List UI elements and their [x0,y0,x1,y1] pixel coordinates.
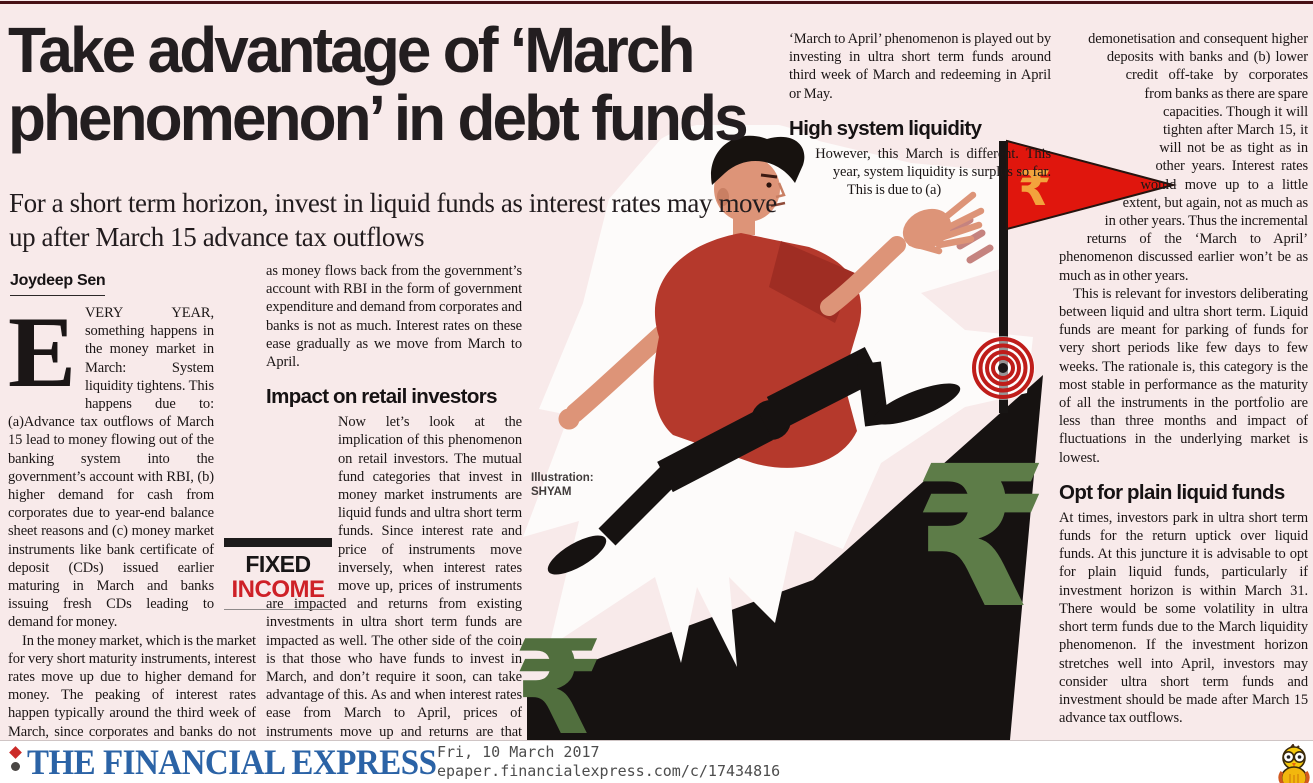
section-heading-liquid-funds: Opt for plain liquid funds [1059,480,1285,504]
paragraph: ‘March to April’ phenomenon is played ou… [789,31,1051,102]
article-column-2: as money flows back from the government’… [266,262,522,740]
target-icon [971,336,1035,400]
drop-cap: E [8,304,76,409]
epaper-url-link[interactable]: epaper.financialexpress.com/c/17434816 [437,762,781,780]
illustration-credit: Illustration: SHYAM [531,472,594,498]
paragraph: demonetisation and consequent higher dep… [1059,31,1308,284]
paragraph: as money flows back from the government’… [266,263,522,371]
paragraph: This is relevant for investors deliberat… [1059,285,1308,466]
badge-label-fixed: FIXED [245,551,311,577]
diamond-icon [9,746,22,759]
runner-shirt [653,233,862,468]
paragraph: In the money market, which is the market… [8,632,256,740]
article-column-4: demonetisation and consequent higher dep… [1059,30,1308,742]
subheadline: For a short term horizon, invest in liqu… [9,188,777,252]
paragraph: Now let’s look at the implication of thi… [266,414,522,740]
masthead-logo: THE FINANCIAL EXPRESS [27,743,437,783]
dot-icon [11,762,20,771]
rupee-symbol-slope-large: ₹ [913,424,1049,651]
date-stamp: Fri, 10 March 2017 [437,743,600,761]
paragraph: E VERY YEAR, something happens in the mon… [8,304,256,632]
article-column-1: E VERY YEAR, something happens in the mon… [8,304,256,740]
page-title: Take advantage of ‘March phenomenon’ in … [8,14,749,154]
paragraph: At times, investors park in ultra short … [1059,509,1308,727]
masthead-marks [9,746,22,771]
section-heading-impact: Impact on retail investors [266,385,498,409]
slope-shape [527,375,1043,740]
section-heading-liquidity: High system liquidity [789,116,982,140]
runner-back-shoe [547,535,607,575]
top-rule [0,1,1313,4]
epaper-footer: THE FINANCIAL EXPRESS Fri, 10 March 2017… [0,740,1313,783]
epaper-meta: Fri, 10 March 2017 epaper.financialexpre… [437,743,780,781]
runner-front-shoe [873,383,961,425]
fixed-income-badge: FIXED INCOME [224,538,332,610]
badge-bar [224,538,332,547]
paragraph: However, this March is different. This y… [789,145,1051,200]
byline: Joydeep Sen [10,272,106,296]
rupee-symbol-slope-small: ₹ [513,612,603,740]
owl-mascot-icon[interactable] [1276,744,1312,783]
badge-label-income: INCOME [224,576,332,610]
article-column-3: ‘March to April’ phenomenon is played ou… [789,30,1051,245]
